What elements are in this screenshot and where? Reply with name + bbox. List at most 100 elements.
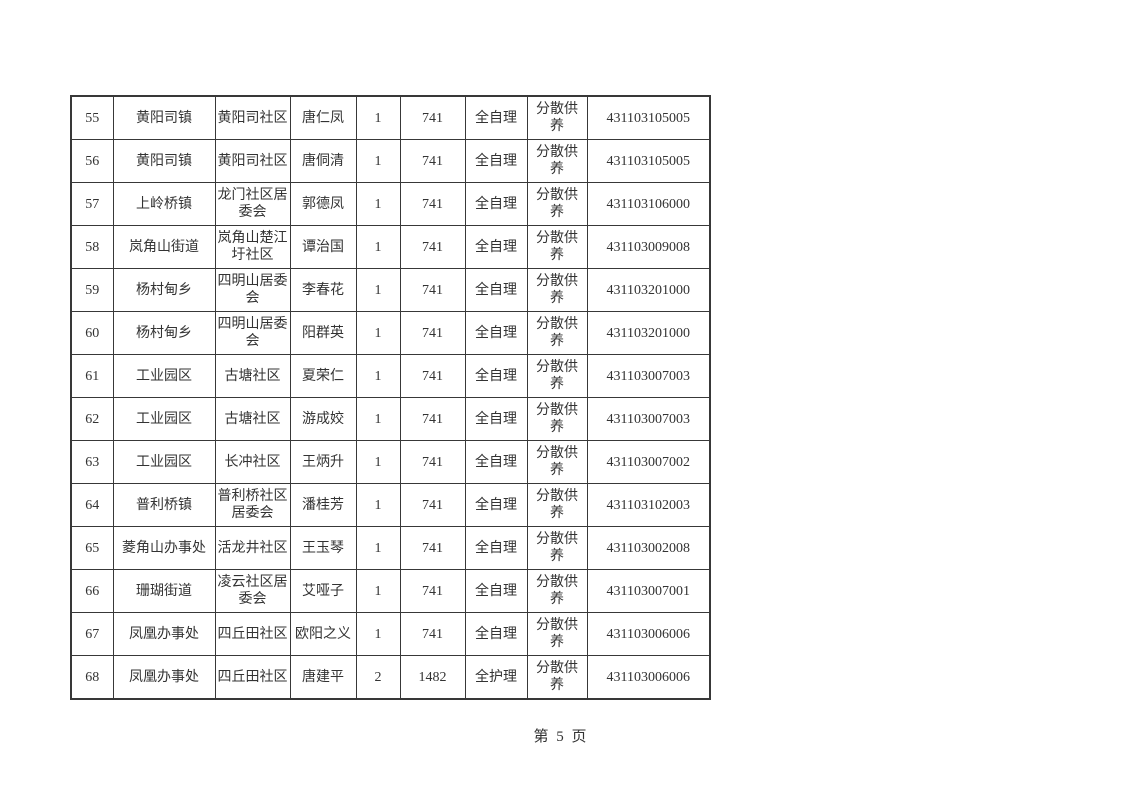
cell-admin-code: 431103201000 [586,268,711,312]
cell-town: 岚角山街道 [112,225,216,269]
cell-support-type: 分散供养 [526,483,588,527]
cell-community: 古塘社区 [214,354,291,398]
cell-care-level: 全自理 [464,225,528,269]
table-row: 55 黄阳司镇 黄阳司社区 唐仁凤 1 741 全自理 分散供养 431103105005 [70,95,711,140]
cell-support-type: 分散供养 [526,397,588,441]
cell-community: 长冲社区 [214,440,291,484]
cell-admin-code: 431103105005 [586,95,711,140]
cell-count: 2 [355,655,401,700]
cell-care-level: 全自理 [464,268,528,312]
cell-community: 四明山居委会 [214,268,291,312]
cell-support-type: 分散供养 [526,182,588,226]
cell-care-level: 全自理 [464,483,528,527]
cell-count: 1 [355,182,401,226]
cell-admin-code: 431103007003 [586,397,711,441]
cell-support-type: 分散供养 [526,569,588,613]
cell-town: 上岭桥镇 [112,182,216,226]
cell-town: 凤凰办事处 [112,655,216,700]
cell-town: 工业园区 [112,440,216,484]
table-row: 64 普利桥镇 普利桥社区居委会 潘桂芳 1 741 全自理 分散供养 431103102003 [70,483,711,527]
cell-row-number: 55 [70,95,114,140]
cell-row-number: 66 [70,569,114,613]
cell-name: 谭治国 [289,225,357,269]
cell-town: 黄阳司镇 [112,95,216,140]
table-row: 60 杨村甸乡 四明山居委会 阳群英 1 741 全自理 分散供养 431103201000 [70,311,711,355]
cell-count: 1 [355,354,401,398]
cell-support-type: 分散供养 [526,225,588,269]
cell-name: 李春花 [289,268,357,312]
cell-amount: 741 [399,182,466,226]
cell-count: 1 [355,225,401,269]
cell-count: 1 [355,440,401,484]
cell-town: 杨村甸乡 [112,311,216,355]
cell-admin-code: 431103007003 [586,354,711,398]
cell-town: 珊瑚街道 [112,569,216,613]
cell-care-level: 全自理 [464,354,528,398]
cell-row-number: 59 [70,268,114,312]
cell-support-type: 分散供养 [526,440,588,484]
cell-row-number: 67 [70,612,114,656]
cell-community: 岚角山楚江圩社区 [214,225,291,269]
cell-care-level: 全自理 [464,612,528,656]
cell-count: 1 [355,397,401,441]
cell-support-type: 分散供养 [526,139,588,183]
cell-amount: 1482 [399,655,466,700]
cell-admin-code: 431103007002 [586,440,711,484]
cell-amount: 741 [399,569,466,613]
cell-amount: 741 [399,397,466,441]
cell-community: 普利桥社区居委会 [214,483,291,527]
cell-support-type: 分散供养 [526,655,588,700]
cell-admin-code: 431103102003 [586,483,711,527]
cell-community: 黄阳司社区 [214,95,291,140]
cell-row-number: 63 [70,440,114,484]
cell-support-type: 分散供养 [526,311,588,355]
cell-count: 1 [355,612,401,656]
cell-name: 游成姣 [289,397,357,441]
cell-care-level: 全自理 [464,526,528,570]
cell-count: 1 [355,311,401,355]
table-row: 56 黄阳司镇 黄阳司社区 唐侗清 1 741 全自理 分散供养 431103105005 [70,139,711,183]
cell-name: 欧阳之义 [289,612,357,656]
cell-community: 四丘田社区 [214,655,291,700]
cell-name: 阳群英 [289,311,357,355]
table-row: 67 凤凰办事处 四丘田社区 欧阳之义 1 741 全自理 分散供养 431103006006 [70,612,711,656]
cell-community: 黄阳司社区 [214,139,291,183]
cell-town: 杨村甸乡 [112,268,216,312]
cell-support-type: 分散供养 [526,268,588,312]
cell-admin-code: 431103006006 [586,612,711,656]
table-row: 65 菱角山办事处 活龙井社区 王玉琴 1 741 全自理 分散供养 431103002008 [70,526,711,570]
cell-count: 1 [355,139,401,183]
cell-amount: 741 [399,225,466,269]
records-table-body: 55 黄阳司镇 黄阳司社区 唐仁凤 1 741 全自理 分散供养 431103105005 56 黄… [70,95,711,700]
table-row: 62 工业园区 古塘社区 游成姣 1 741 全自理 分散供养 431103007003 [70,397,711,441]
cell-care-level: 全自理 [464,569,528,613]
cell-row-number: 58 [70,225,114,269]
page-number: 第 5 页 [533,729,589,745]
cell-community: 四明山居委会 [214,311,291,355]
cell-amount: 741 [399,268,466,312]
cell-row-number: 62 [70,397,114,441]
cell-name: 艾哑子 [289,569,357,613]
cell-amount: 741 [399,440,466,484]
cell-admin-code: 431103009008 [586,225,711,269]
cell-row-number: 60 [70,311,114,355]
cell-amount: 741 [399,311,466,355]
cell-row-number: 68 [70,655,114,700]
cell-admin-code: 431103106000 [586,182,711,226]
cell-row-number: 64 [70,483,114,527]
cell-name: 王炳升 [289,440,357,484]
cell-town: 黄阳司镇 [112,139,216,183]
cell-admin-code: 431103105005 [586,139,711,183]
cell-name: 唐建平 [289,655,357,700]
cell-count: 1 [355,95,401,140]
cell-admin-code: 431103007001 [586,569,711,613]
cell-town: 凤凰办事处 [112,612,216,656]
cell-amount: 741 [399,612,466,656]
cell-count: 1 [355,526,401,570]
cell-community: 凌云社区居委会 [214,569,291,613]
table-row: 57 上岭桥镇 龙门社区居委会 郭德凤 1 741 全自理 分散供养 431103106000 [70,182,711,226]
cell-name: 王玉琴 [289,526,357,570]
cell-town: 工业园区 [112,397,216,441]
cell-amount: 741 [399,95,466,140]
cell-admin-code: 431103006006 [586,655,711,700]
